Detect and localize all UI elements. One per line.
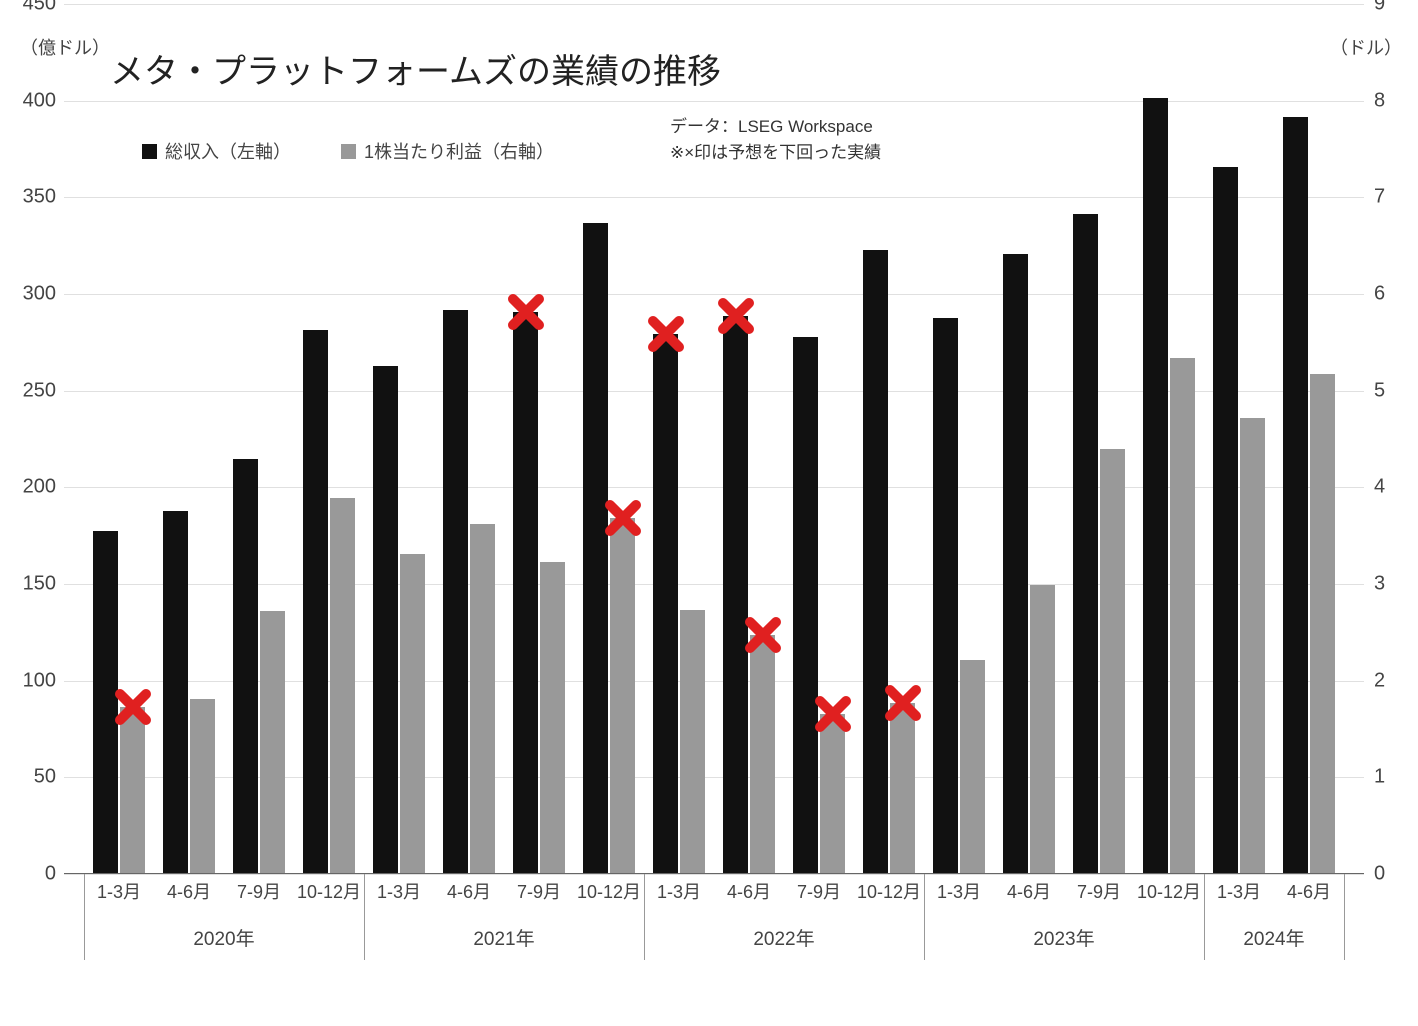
x-quarter-label: 1-3月 <box>377 878 421 904</box>
x-year-separator <box>84 874 85 960</box>
eps-bar <box>890 703 915 873</box>
gridline <box>64 487 1364 488</box>
y-tick-left: 100 <box>12 669 56 692</box>
revenue-bar <box>723 316 748 873</box>
revenue-bar <box>793 337 818 873</box>
x-quarter-label: 4-6月 <box>727 878 771 904</box>
x-quarter-label: 7-9月 <box>517 878 561 904</box>
x-year-label: 2023年 <box>1033 924 1094 951</box>
revenue-bar <box>653 334 678 873</box>
revenue-bar <box>163 511 188 873</box>
eps-bar <box>190 699 215 873</box>
revenue-bar <box>1213 167 1238 873</box>
eps-bar <box>680 610 705 873</box>
eps-bar <box>540 562 565 873</box>
x-axis-years: 2020年 2021年 2022年 2023年 2024年 <box>64 916 1364 962</box>
revenue-bar <box>1143 98 1168 873</box>
eps-bar <box>1170 358 1195 873</box>
gridline <box>64 391 1364 392</box>
eps-bar <box>610 518 635 873</box>
eps-bar <box>330 498 355 873</box>
revenue-bar <box>513 312 538 873</box>
gridline <box>64 874 1364 875</box>
x-axis-quarters: 1-3月 4-6月 7-9月 10-12月 1-3月 4-6月 7-9月 10-12月 1-3月… <box>64 878 1364 914</box>
y-tick-right: 8 <box>1374 89 1414 112</box>
eps-bar <box>400 554 425 873</box>
gridline <box>64 584 1364 585</box>
eps-bar <box>1310 374 1335 873</box>
y-tick-left: 50 <box>12 766 56 789</box>
revenue-bar <box>1003 254 1028 873</box>
revenue-bar <box>233 459 258 873</box>
x-year-separator <box>364 874 365 960</box>
x-quarter-label: 7-9月 <box>1077 878 1121 904</box>
revenue-bar <box>863 250 888 873</box>
plot-area: 0501001502002503003504004500123456789 <box>64 4 1364 874</box>
eps-bar <box>1100 449 1125 873</box>
eps-bar <box>960 660 985 873</box>
y-tick-right: 9 <box>1374 0 1414 16</box>
x-quarter-label: 7-9月 <box>237 878 281 904</box>
x-year-separator <box>1204 874 1205 960</box>
x-quarter-label: 1-3月 <box>1217 878 1261 904</box>
y-tick-right: 3 <box>1374 573 1414 596</box>
x-year-label: 2024年 <box>1243 924 1304 951</box>
x-quarter-label: 7-9月 <box>797 878 841 904</box>
x-quarter-label: 10-12月 <box>297 878 361 904</box>
x-quarter-label: 1-3月 <box>657 878 701 904</box>
y-tick-right: 2 <box>1374 669 1414 692</box>
x-quarter-label: 4-6月 <box>167 878 211 904</box>
x-quarter-label: 10-12月 <box>577 878 641 904</box>
x-quarter-label: 4-6月 <box>1287 878 1331 904</box>
x-quarter-label: 1-3月 <box>937 878 981 904</box>
x-year-label: 2021年 <box>473 924 534 951</box>
gridline <box>64 681 1364 682</box>
revenue-bar <box>1073 214 1098 873</box>
eps-bar <box>260 611 285 873</box>
gridline <box>64 777 1364 778</box>
revenue-bar <box>443 310 468 873</box>
y-tick-right: 0 <box>1374 863 1414 886</box>
x-quarter-label: 10-12月 <box>857 878 921 904</box>
x-quarter-label: 1-3月 <box>97 878 141 904</box>
x-year-label: 2020年 <box>193 924 254 951</box>
eps-bar <box>120 707 145 873</box>
y-tick-right: 7 <box>1374 186 1414 209</box>
revenue-bar <box>1283 117 1308 873</box>
gridline <box>64 197 1364 198</box>
y-tick-left: 300 <box>12 283 56 306</box>
y-tick-left: 350 <box>12 186 56 209</box>
revenue-bar <box>583 223 608 873</box>
eps-bar <box>1240 418 1265 873</box>
y-tick-left: 250 <box>12 379 56 402</box>
revenue-bar <box>373 366 398 873</box>
x-quarter-label: 10-12月 <box>1137 878 1201 904</box>
x-quarter-label: 4-6月 <box>1007 878 1051 904</box>
revenue-bar <box>303 330 328 873</box>
x-year-separator <box>924 874 925 960</box>
y-tick-left: 150 <box>12 573 56 596</box>
y-tick-right: 5 <box>1374 379 1414 402</box>
meta-performance-chart: メタ・プラットフォームズの業績の推移 （億ドル） （ドル） 総収入（左軸） 1株… <box>0 0 1418 1026</box>
eps-bar <box>820 714 845 873</box>
x-year-separator <box>644 874 645 960</box>
eps-bar <box>1030 585 1055 873</box>
y-tick-left: 450 <box>12 0 56 16</box>
revenue-bar <box>933 318 958 873</box>
x-year-separator <box>1344 874 1345 960</box>
y-tick-right: 1 <box>1374 766 1414 789</box>
revenue-bar <box>93 531 118 873</box>
gridline <box>64 294 1364 295</box>
y-tick-left: 0 <box>12 863 56 886</box>
x-year-label: 2022年 <box>753 924 814 951</box>
gridline <box>64 4 1364 5</box>
y-tick-right: 6 <box>1374 283 1414 306</box>
y-tick-left: 200 <box>12 476 56 499</box>
gridline <box>64 101 1364 102</box>
eps-bar <box>750 635 775 873</box>
x-quarter-label: 4-6月 <box>447 878 491 904</box>
y-tick-left: 400 <box>12 89 56 112</box>
y-tick-right: 4 <box>1374 476 1414 499</box>
eps-bar <box>470 524 495 873</box>
